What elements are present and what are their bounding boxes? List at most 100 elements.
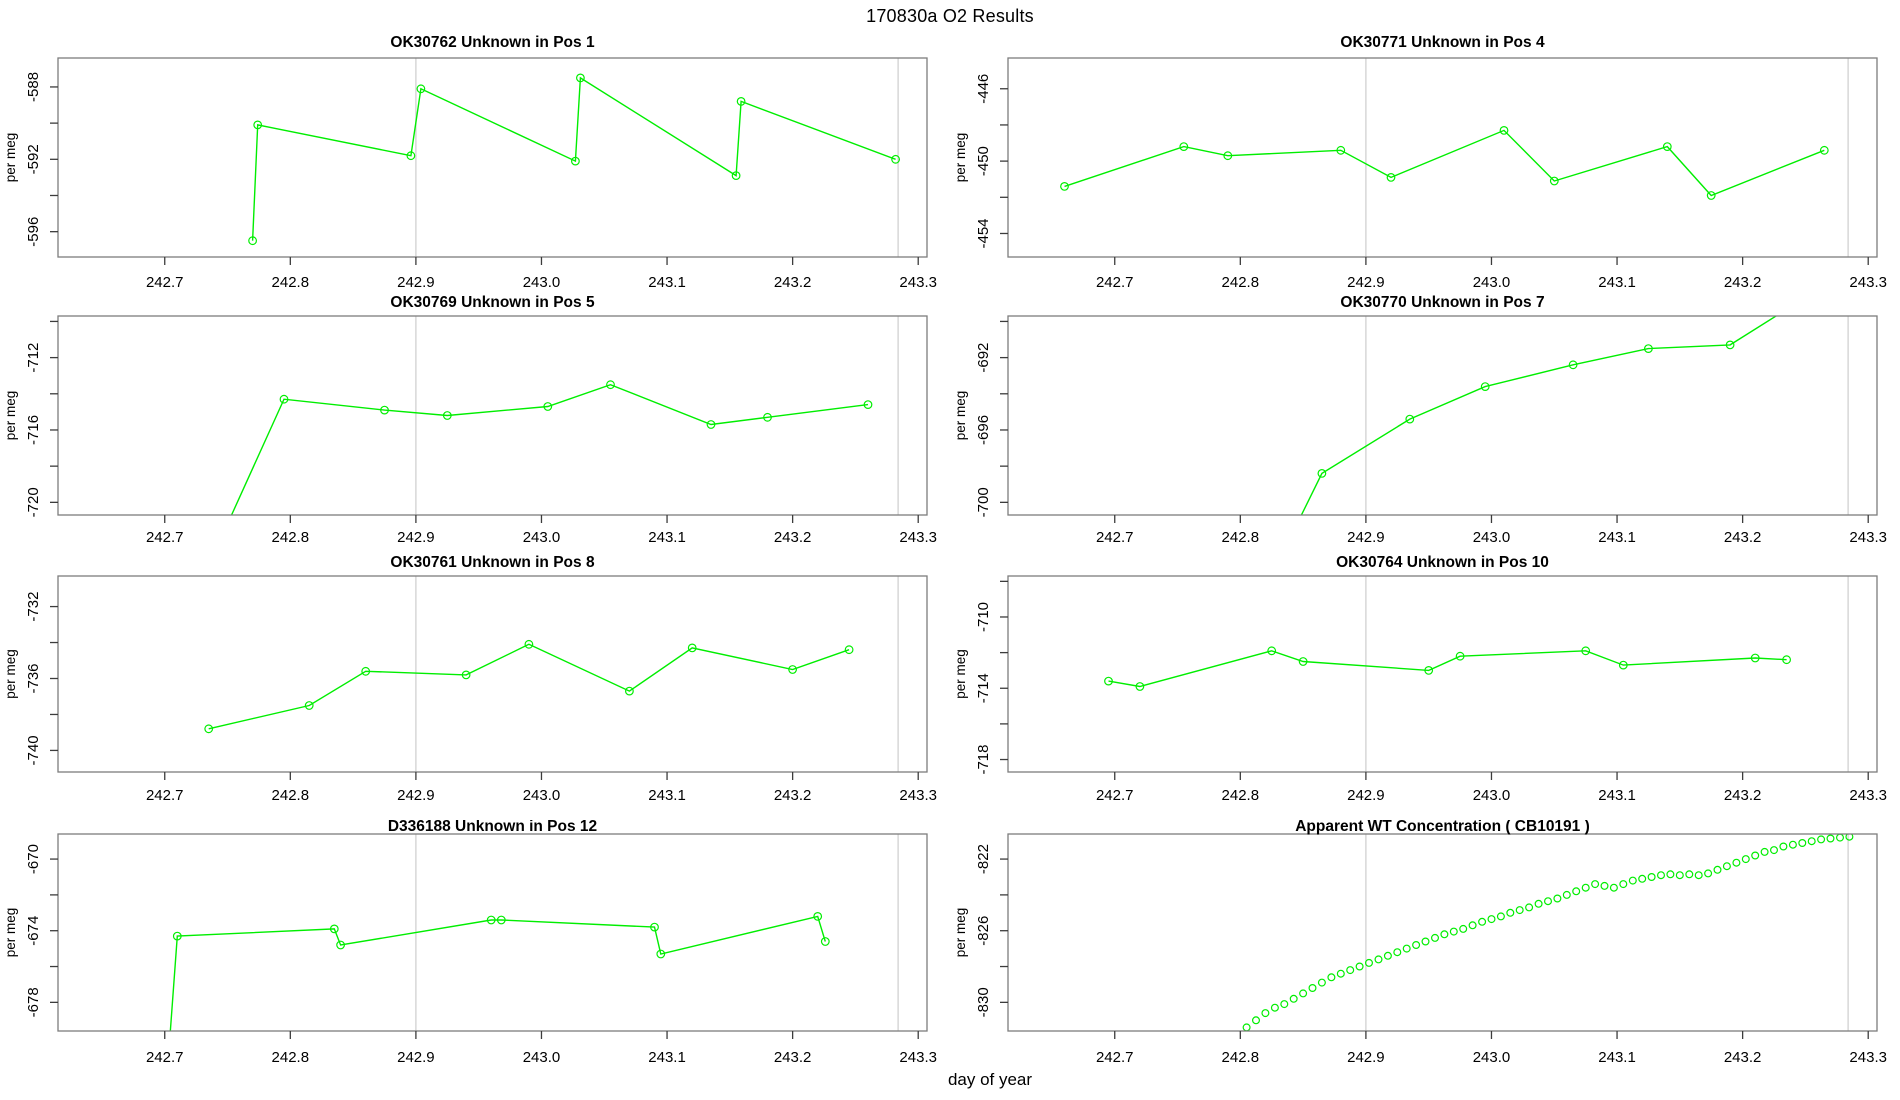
data-point — [1327, 973, 1336, 982]
data-point — [380, 405, 389, 415]
x-axis-label: day of year — [947, 1070, 1033, 1089]
y-tick-label: -830 — [975, 987, 992, 1017]
x-tick-label: 242.9 — [397, 787, 435, 804]
data-point — [1572, 887, 1581, 896]
data-point — [1267, 646, 1277, 656]
y-axis-label: per meg — [3, 133, 18, 183]
y-tick-label: -710 — [975, 602, 992, 632]
y-tick-label: -822 — [975, 844, 992, 874]
subplot-ok30769-canvas: 242.7 242.8 242.9 243.0 243.1 243.2 243.3 -720 -… — [3, 294, 937, 546]
x-tick-label: 242.9 — [397, 274, 435, 290]
y-tick-label: -588 — [25, 72, 42, 102]
subplot-ok30771: 242.7 242.8 242.9 243.0 243.1 243.2 243.3 -454 -… — [950, 0, 1900, 295]
x-tick-label: 243.3 — [899, 274, 937, 290]
x-tick-label: 243.1 — [648, 529, 686, 546]
data-point — [1440, 930, 1449, 939]
x-tick-label: 243.0 — [1473, 274, 1511, 290]
y-axis-label: per meg — [3, 649, 18, 699]
data-series — [230, 380, 873, 515]
subplot-d336188: 242.7 242.8 242.9 243.0 243.1 243.2 243.3 -678 -… — [0, 818, 950, 1100]
x-tick-label: 243.2 — [774, 274, 812, 290]
x-tick-label: 242.7 — [1096, 529, 1134, 546]
data-point — [1666, 870, 1675, 879]
data-point — [571, 156, 580, 166]
data-point — [1779, 842, 1788, 851]
data-point — [731, 171, 741, 181]
y-tick-label: -592 — [25, 144, 42, 174]
x-tick-label: 242.8 — [1222, 529, 1260, 546]
data-point — [1424, 665, 1434, 675]
data-point — [1374, 955, 1383, 964]
x-tick-label: 243.0 — [1473, 529, 1511, 546]
data-point — [1383, 951, 1392, 960]
data-point — [442, 411, 452, 420]
page-title: 170830a O2 Results — [866, 6, 1034, 26]
data-point — [576, 73, 585, 83]
data-point — [1618, 660, 1628, 670]
data-point — [788, 665, 797, 674]
x-tick-label: 243.0 — [523, 529, 561, 546]
data-point — [1308, 984, 1317, 993]
subplot-ok30762: 242.7 242.8 242.9 243.0 243.1 243.2 243.3 -596 -… — [0, 0, 950, 295]
data-point — [1581, 646, 1591, 656]
plot-box — [1007, 315, 1878, 516]
y-tick-label: -674 — [25, 916, 42, 946]
plot-box — [57, 315, 928, 516]
data-point — [1299, 989, 1308, 998]
data-point — [1525, 903, 1534, 912]
data-point — [1845, 834, 1854, 841]
data-point — [1298, 657, 1308, 666]
x-tick-label: 242.7 — [1096, 274, 1134, 290]
data-point — [1455, 651, 1465, 661]
x-tick-label: 243.1 — [648, 787, 686, 804]
data-point — [1449, 927, 1458, 936]
x-tick-label: 243.2 — [1724, 787, 1762, 804]
x-tick-label: 242.8 — [1222, 1049, 1260, 1066]
data-point — [496, 915, 506, 925]
subplot-title: OK30764 Unknown in Pos 10 — [1336, 555, 1549, 571]
data-point — [606, 380, 615, 390]
y-tick-label: -692 — [975, 343, 992, 373]
x-tick-label: 243.3 — [1849, 787, 1887, 804]
y-tick-label: -596 — [25, 217, 42, 247]
data-point — [1628, 876, 1637, 885]
data-point — [863, 400, 873, 409]
x-tick-label: 243.2 — [1724, 529, 1762, 546]
data-series — [1060, 125, 1829, 200]
subplot-cb10191: 242.7 242.8 242.9 243.0 243.1 243.2 243.3 -830 -… — [950, 818, 1900, 1100]
data-point — [1242, 1023, 1251, 1031]
x-tick-label: 242.7 — [146, 274, 184, 290]
data-line — [208, 643, 850, 730]
data-point — [1291, 526, 1299, 534]
data-point — [1704, 869, 1713, 878]
data-point — [1644, 344, 1653, 353]
subplot-title: OK30769 Unknown in Pos 5 — [390, 294, 595, 311]
y-tick-label: -446 — [975, 74, 992, 104]
x-tick-label: 242.9 — [397, 1049, 435, 1066]
data-point — [279, 394, 289, 404]
data-point — [1336, 969, 1345, 978]
data-series — [1291, 316, 1778, 534]
data-point — [736, 96, 746, 106]
x-tick-label: 242.7 — [1096, 787, 1134, 804]
data-point — [1741, 855, 1750, 864]
data-point — [1638, 874, 1647, 883]
data-point — [248, 236, 258, 246]
subplot-title: Apparent WT Concentration ( CB10191 ) — [1295, 820, 1590, 835]
data-point — [1223, 151, 1233, 161]
x-tick-label: 242.7 — [146, 787, 184, 804]
plot-box — [1007, 833, 1878, 1032]
subplot-ok30761-canvas: 242.7 242.8 242.9 243.0 243.1 243.2 243.3 -740 -… — [3, 554, 937, 804]
y-tick-label: -678 — [25, 987, 42, 1017]
x-tick-label: 243.1 — [1598, 529, 1636, 546]
x-tick-label: 243.0 — [1473, 787, 1511, 804]
x-tick-label: 242.8 — [272, 1049, 310, 1066]
x-tick-label: 242.8 — [1222, 274, 1260, 290]
y-tick-label: -450 — [975, 146, 992, 176]
subplot-ok30771-canvas: 242.7 242.8 242.9 243.0 243.1 243.2 243.3 -454 -… — [953, 34, 1887, 291]
x-tick-label: 243.0 — [523, 274, 561, 290]
data-point — [1459, 924, 1468, 933]
x-tick-label: 243.3 — [899, 1049, 937, 1066]
data-point — [1549, 176, 1559, 186]
subplot-ok30762-canvas: 242.7 242.8 242.9 243.0 243.1 243.2 243.3 -596 -… — [3, 34, 937, 291]
